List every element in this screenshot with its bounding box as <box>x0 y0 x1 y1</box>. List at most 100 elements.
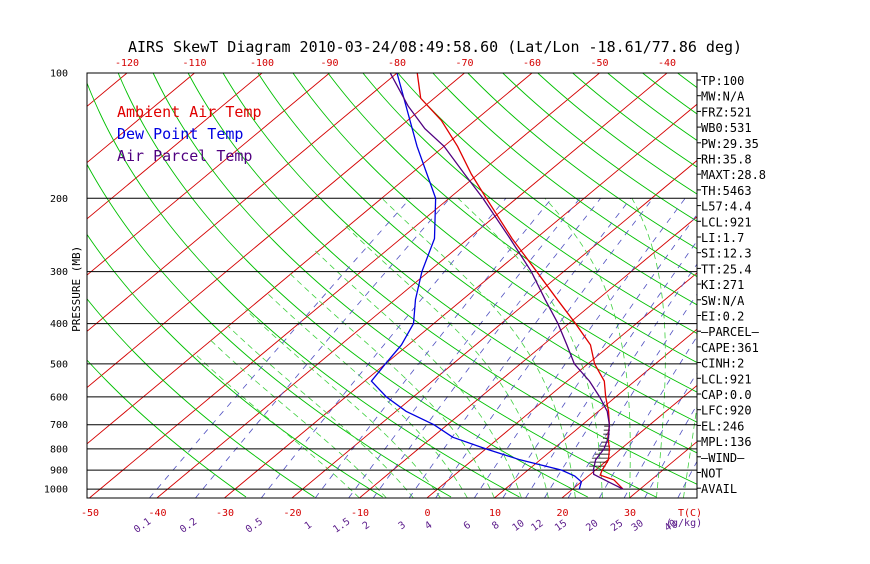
isotherm-line <box>494 328 697 498</box>
index-item: L57:4.4 <box>701 200 752 214</box>
mixing-ratio-tick-label: 1.5 <box>331 516 352 535</box>
mixing-ratio-line <box>598 335 697 498</box>
dry-adiabat-line <box>747 73 870 497</box>
dry-adiabat-line <box>292 73 697 393</box>
mixing-ratio-tick-label: 10 <box>511 518 527 534</box>
mixing-ratio-line <box>677 460 697 498</box>
moist-adiabat-line <box>287 271 495 498</box>
moist-adiabat-line <box>265 291 468 498</box>
index-item: MW:N/A <box>701 90 745 104</box>
dry-adiabat-line <box>502 73 697 222</box>
pressure-tick-label: 1000 <box>44 485 68 496</box>
index-item: —WIND— <box>701 451 745 465</box>
dry-adiabat-line <box>117 73 588 498</box>
index-item: PW:29.35 <box>701 137 759 151</box>
legend-entry: Dew Point Temp <box>117 125 243 143</box>
isotherm-line <box>832 73 870 498</box>
index-item: MPL:136 <box>701 435 752 449</box>
dry-adiabat-line <box>87 81 520 498</box>
mixing-ratio-tick-label: 30 <box>630 518 646 534</box>
pressure-tick-label: 100 <box>50 69 68 80</box>
dry-adiabat-line <box>87 163 452 498</box>
mixing-ratio-line <box>474 198 686 498</box>
moist-adiabat-line <box>313 248 522 498</box>
isotherm-line <box>89 73 600 498</box>
mixing-ratio-tick-label: 25 <box>609 518 625 534</box>
mixing-ratio-tick-label: 0.2 <box>178 516 199 535</box>
pressure-tick-label: 600 <box>50 392 68 403</box>
mixing-ratio-tick-label: 6 <box>462 520 473 532</box>
isotherm-line <box>87 73 330 276</box>
pressure-tick-label: 200 <box>50 194 68 205</box>
pressure-tick-label: 800 <box>50 444 68 455</box>
mixing-ratio-line <box>502 213 697 498</box>
dry-adiabat-line <box>327 73 697 364</box>
dry-adiabat-line <box>257 73 697 423</box>
index-item: LCL:921 <box>701 215 752 229</box>
bottom-temp-tick-label: 0 <box>424 508 430 519</box>
index-item: EI:0.2 <box>701 310 744 324</box>
mixing-ratio-line <box>348 198 581 498</box>
pressure-tick-label: 900 <box>50 466 68 477</box>
mixing-ratio-tick-label: 0.1 <box>132 516 153 535</box>
legend-entry: Ambient Air Temp <box>117 103 262 121</box>
index-item: KI:271 <box>701 278 744 292</box>
moist-adiabat-line <box>631 198 666 498</box>
isotherm-line <box>426 272 697 498</box>
index-item: LI:1.7 <box>701 231 744 245</box>
moist-adiabat-line <box>342 223 549 498</box>
y-axis-label: PRESSURE (MB) <box>70 246 83 332</box>
dry-adiabat-line <box>852 73 870 497</box>
mixing-ratio-tick-label: 15 <box>553 518 569 534</box>
dry-adiabat-line <box>467 73 697 250</box>
isotherm-line <box>87 73 398 332</box>
top-temp-tick-label: -40 <box>658 58 676 69</box>
isotherm-line <box>87 73 533 445</box>
index-item: NOT <box>701 467 723 481</box>
mixing-ratio-line <box>644 404 697 498</box>
bottom-temp-tick-label: -50 <box>81 508 99 519</box>
mixing-ratio-line <box>525 240 697 498</box>
dry-adiabat-line <box>782 73 870 497</box>
mixing-ratio-line <box>314 198 553 498</box>
index-item: TT:25.4 <box>701 262 752 276</box>
index-item: MAXT:28.8 <box>701 168 766 182</box>
top-temp-tick-label: -80 <box>388 58 406 69</box>
moist-adiabat-line <box>208 338 387 498</box>
top-temp-tick-label: -60 <box>523 58 541 69</box>
dry-adiabat-line <box>87 298 315 498</box>
dry-adiabat-line <box>187 73 697 485</box>
top-temp-tick-label: -120 <box>115 58 139 69</box>
dewpoint-profile <box>370 73 583 490</box>
moist-adiabat-line <box>381 197 576 498</box>
isotherm-line <box>156 73 668 498</box>
dry-adiabat-line <box>817 73 870 497</box>
plot-area <box>0 73 870 498</box>
mixing-ratio-tick-label: 0.5 <box>244 516 265 535</box>
pressure-tick-label: 500 <box>50 359 68 370</box>
mixing-ratio-tick-label: 12 <box>529 518 545 534</box>
mixing-ratio-tick-label: 8 <box>490 520 501 532</box>
index-item: LFC:920 <box>701 404 752 418</box>
mixing-ratio-line <box>623 371 697 498</box>
mixing-ratio-line <box>195 198 451 498</box>
index-item: SI:12.3 <box>701 247 752 261</box>
dry-adiabat-line <box>572 73 697 168</box>
isotherm-line <box>87 73 128 107</box>
chart-title: AIRS SkewT Diagram 2010-03-24/08:49:58.6… <box>128 38 742 56</box>
isotherm-line <box>561 384 697 498</box>
isotherm-line <box>0 73 60 498</box>
index-item: CAP:0.0 <box>701 388 752 402</box>
isotherm-line <box>87 73 465 389</box>
index-item: CAPE:361 <box>701 341 759 355</box>
mixing-ratio-tick-label: 20 <box>584 518 600 534</box>
mixing-ratio-tick-label: 3 <box>397 520 408 532</box>
mixing-ratio-tick-label: 4 <box>423 520 434 532</box>
bottom-temp-tick-label: 20 <box>556 508 568 519</box>
mixing-ratio-unit: (g/kg) <box>666 518 702 529</box>
bottom-temp-tick-label: -20 <box>283 508 301 519</box>
dry-adiabat-line <box>432 73 697 278</box>
dry-adiabat-line <box>537 73 697 195</box>
index-item: EL:246 <box>701 419 744 433</box>
